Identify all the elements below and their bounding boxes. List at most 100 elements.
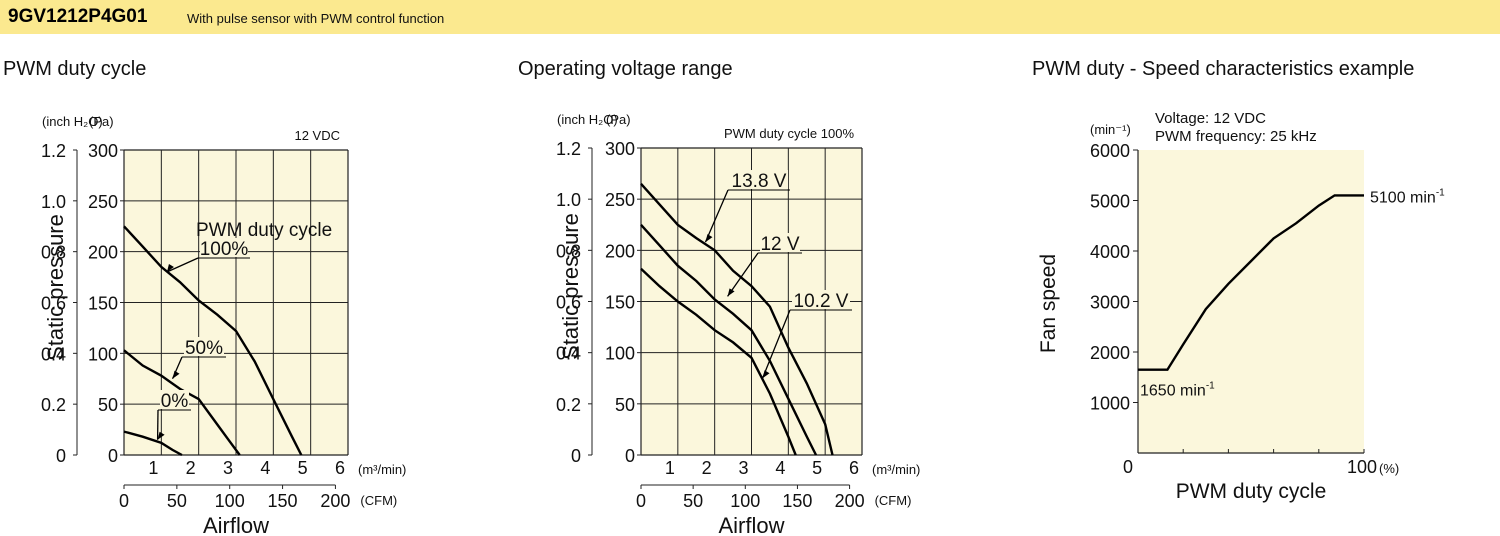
series-label-0: 13.8 V <box>732 171 787 192</box>
x-unit: (%) <box>1379 461 1399 476</box>
x-tick-label-4: 5 <box>298 458 308 478</box>
series-label-1: 50% <box>185 338 223 359</box>
y-unit-secondary: (inch H₂O) <box>557 112 618 127</box>
y-secondary-tick-label-5: 1.0 <box>556 190 581 210</box>
y-tick-label-6: 300 <box>605 139 635 159</box>
leader-arrow-1 <box>172 370 180 379</box>
y-unit-secondary: (inch H₂O) <box>42 114 103 129</box>
x-axis-title: Airflow <box>203 513 269 536</box>
leader-line-0 <box>166 257 199 273</box>
x-tick-label-3: 4 <box>775 458 785 478</box>
series-label-0: 100% <box>200 239 249 260</box>
y-tick-label-2: 100 <box>88 344 118 364</box>
annotation-min-speed: 1650 min-1 <box>1140 381 1215 400</box>
chart-note: PWM duty cycle 100% <box>724 126 854 141</box>
y-tick-label-2: 100 <box>605 344 635 364</box>
y-secondary-tick-label-1: 0.2 <box>556 395 581 415</box>
y-tick-label-5: 6000 <box>1090 141 1130 161</box>
x-secondary-tick-label-1: 50 <box>683 491 703 511</box>
y-secondary-tick-label-5: 1.0 <box>41 192 66 212</box>
chart-title-speed: PWM duty - Speed characteristics example <box>1032 58 1415 80</box>
x-tick-label-0: 1 <box>665 458 675 478</box>
chart-title-voltage-range: Operating voltage range <box>518 58 733 80</box>
label-bg-0 <box>200 238 248 257</box>
series-line-1 <box>123 349 241 456</box>
leader-arrow-0 <box>705 234 713 243</box>
x-unit-primary: (m³/min) <box>358 462 406 477</box>
y-tick-label-0: 1000 <box>1090 394 1130 414</box>
leader-arrow-2 <box>157 431 165 440</box>
x-tick-label-1: 2 <box>702 458 712 478</box>
series-line-0 <box>123 225 303 456</box>
x-tick-label-2: 3 <box>223 458 233 478</box>
y-tick-label-0: 0 <box>108 446 118 466</box>
series-label-1: 12 V <box>760 234 799 255</box>
x-secondary-tick-label-3: 150 <box>782 491 812 511</box>
annotation-max-speed: 5100 min-1 <box>1370 187 1445 206</box>
chart-note: 12 VDC <box>294 128 340 143</box>
x-unit-secondary: (CFM) <box>360 493 397 508</box>
y-tick-label-4: 200 <box>605 241 635 261</box>
x-secondary-tick-label-2: 100 <box>215 491 245 511</box>
y-tick-label-4: 200 <box>88 243 118 263</box>
y-tick-label-0: 0 <box>625 446 635 466</box>
y-unit-primary: (Pa) <box>89 114 114 129</box>
x-tick-label-2: 3 <box>738 458 748 478</box>
series-line-2 <box>640 267 797 456</box>
x-tick-label-1: 100 <box>1347 457 1377 477</box>
x-tick-label-5: 6 <box>849 458 859 478</box>
y-unit-primary: (Pa) <box>606 112 631 127</box>
y-tick-label-2: 3000 <box>1090 293 1130 313</box>
y-secondary-tick-label-0: 0 <box>571 446 581 466</box>
x-unit-secondary: (CFM) <box>875 493 912 508</box>
y-axis-title: Fan speed <box>1037 254 1060 353</box>
series-line-0 <box>640 182 834 456</box>
y-tick-label-4: 5000 <box>1090 192 1130 212</box>
x-secondary-tick-label-3: 150 <box>268 491 298 511</box>
legend-title: PWM duty cycle <box>196 220 332 241</box>
y-tick-label-1: 50 <box>615 395 635 415</box>
x-tick-label-4: 5 <box>812 458 822 478</box>
x-secondary-tick-label-0: 0 <box>636 491 646 511</box>
x-secondary-tick-label-2: 100 <box>730 491 760 511</box>
label-bg-2 <box>160 390 189 409</box>
x-tick-label-1: 2 <box>186 458 196 478</box>
y-axis-title: Static pressure <box>558 213 583 360</box>
x-secondary-tick-label-1: 50 <box>167 491 187 511</box>
label-bg-1 <box>184 337 224 356</box>
leader-arrow-0 <box>166 264 174 272</box>
y-tick-label-3: 150 <box>605 293 635 313</box>
x-secondary-tick-label-4: 200 <box>320 491 350 511</box>
chart-title-pwm-duty: PWM duty cycle <box>3 58 147 80</box>
y-secondary-tick-label-2: 0.4 <box>41 344 66 364</box>
chart-speed-characteristics: 1000 2000 3000 4000 5000 6000 0 100 (%) (min⁻¹) Vo… <box>1037 110 1445 503</box>
series-label-2: 10.2 V <box>794 291 849 312</box>
series-line-0 <box>1138 194 1364 371</box>
leader-line-0 <box>704 189 729 243</box>
series-label-2: 0% <box>161 391 189 412</box>
y-tick-label-1: 2000 <box>1090 343 1130 363</box>
y-tick-label-1: 50 <box>98 395 118 415</box>
model-description: With pulse sensor with PWM control funct… <box>187 11 445 26</box>
y-secondary-tick-label-6: 1.2 <box>41 141 66 161</box>
y-tick-label-3: 150 <box>88 294 118 314</box>
y-tick-label-6: 300 <box>88 141 118 161</box>
annotation-max-speed-sup: -1 <box>1436 187 1445 198</box>
y-secondary-tick-label-6: 1.2 <box>556 139 581 159</box>
y-secondary-tick-label-4: 0.8 <box>556 241 581 261</box>
leader-line-2 <box>761 309 791 379</box>
y-secondary-tick-label-3: 0.6 <box>41 294 66 314</box>
leader-arrow-1 <box>727 288 735 297</box>
condition-frequency: PWM frequency: 25 kHz <box>1155 128 1317 145</box>
header-banner: 9GV1212P4G01 With pulse sensor with PWM … <box>0 0 1500 34</box>
condition-voltage: Voltage: 12 VDC <box>1155 110 1266 127</box>
label-bg-1 <box>760 233 800 252</box>
x-secondary-tick-label-0: 0 <box>119 491 129 511</box>
label-bg-2 <box>792 290 850 309</box>
y-axis-title: Static pressure <box>43 214 68 361</box>
y-secondary-tick-label-1: 0.2 <box>41 395 66 415</box>
y-secondary-tick-label-0: 0 <box>56 446 66 466</box>
series-line-1 <box>640 223 818 456</box>
